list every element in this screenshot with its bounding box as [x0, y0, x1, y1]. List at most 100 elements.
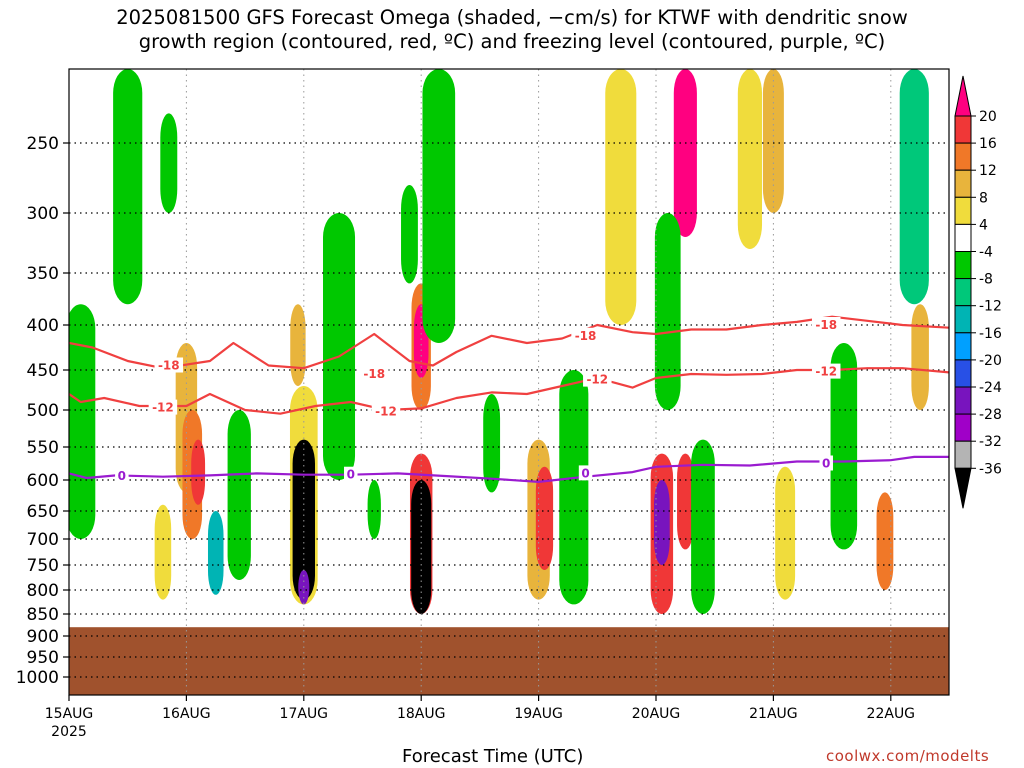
omega-region: [227, 410, 251, 580]
contour-label-bg: [115, 468, 129, 484]
y-axis-ticks: 2503003504004505005506006507007508008509…: [16, 134, 69, 688]
y-tick-label: 850: [27, 605, 59, 625]
y-tick-label: 550: [27, 438, 59, 458]
contour-label: -18: [815, 318, 837, 332]
y-tick-label: 450: [27, 361, 59, 381]
contour-label: 0: [822, 457, 830, 471]
omega-region: [290, 304, 306, 386]
terrain-block: [69, 627, 949, 695]
colorbar-segment: [954, 223, 972, 252]
omega-region: [292, 439, 315, 600]
omega-region: [69, 304, 96, 539]
terrain-layer: [69, 627, 949, 695]
omega-region: [535, 466, 554, 570]
omega-region: [654, 480, 670, 565]
y-tick-label: 250: [27, 134, 59, 154]
colorbar-label: 8: [979, 190, 988, 206]
x-tick-sublabel: 2025: [51, 724, 87, 740]
contour-labels: -18 -18 -18 -18 -12 -12 -12 -12 0 0 0 0: [115, 317, 841, 484]
y-tick-label: 900: [27, 627, 59, 647]
colorbar-label: 20: [979, 109, 997, 125]
y-tick-label: 650: [27, 502, 59, 522]
contour-label: -18: [363, 367, 385, 381]
omega-region: [191, 439, 206, 505]
omega-region: [654, 213, 681, 410]
x-axis-ticks: 15AUG 16AUG 17AUG 18AUG 19AUG 20AUG 21AUG 22AUG…: [45, 695, 915, 740]
chart-title-line2: growth region (contoured, red, ºC) and f…: [138, 30, 886, 53]
contour-label-bg: [583, 371, 612, 387]
omega-region: [160, 113, 178, 213]
colorbar-label: -36: [979, 461, 1002, 477]
plot-frame: [68, 68, 950, 696]
omega-region: [422, 69, 456, 343]
omega-region: [899, 69, 929, 305]
colorbar-label: -20: [979, 353, 1002, 369]
contour-label-bg: [571, 327, 600, 343]
x-tick-label: 21AUG: [749, 706, 798, 722]
colorbar-segment: [954, 413, 972, 442]
colorbar-segment: [954, 278, 972, 307]
y-tick-label: 1000: [16, 668, 59, 688]
colorbar-label: -12: [979, 299, 1002, 315]
x-tick-label: 18AUG: [397, 706, 446, 722]
contour-label-bg: [344, 466, 358, 482]
contour-line: [69, 367, 949, 415]
colorbar-segment: [954, 386, 972, 415]
colorbar-label: -8: [979, 272, 993, 288]
contour-label-bg: [371, 403, 401, 419]
omega-region: [323, 213, 356, 480]
y-tick-label: 700: [27, 530, 59, 550]
contour-line: [69, 315, 949, 370]
omega-region: [154, 504, 172, 600]
colorbar-segment: [954, 440, 972, 469]
y-tick-label: 500: [27, 401, 59, 421]
colorbar-label: -16: [979, 326, 1002, 342]
omega-shading-layer: [69, 69, 929, 614]
contour-label: 0: [118, 469, 126, 483]
contour-label: -12: [815, 365, 837, 379]
contour-label-bg: [819, 455, 833, 471]
contour-label: 0: [581, 466, 589, 480]
contour-label: -12: [375, 404, 397, 418]
colorbar-segment: [954, 196, 972, 225]
x-axis-label: Forecast Time (UTC): [402, 746, 584, 767]
contour-label-bg: [811, 317, 841, 332]
omega-region: [367, 480, 381, 539]
omega-region: [677, 453, 694, 550]
x-tick-label: 15AUG: [45, 706, 94, 722]
y-tick-label: 600: [27, 471, 59, 491]
chart-title-line1: 2025081500 GFS Forecast Omega (shaded, −…: [116, 6, 908, 29]
omega-region: [830, 343, 858, 550]
x-tick-label: 20AUG: [632, 706, 681, 722]
omega-region: [401, 185, 418, 284]
colorbar: 20 16 12 8 4 -4 -8 -12 -16 -20 -24 -28 -32 -36: [954, 75, 1002, 509]
omega-region: [605, 69, 637, 325]
x-tick-label: 19AUG: [514, 706, 563, 722]
colorbar-label: 12: [979, 163, 997, 179]
colorbar-segment: [954, 115, 972, 144]
omega-region: [691, 439, 715, 614]
colorbar-label: -4: [979, 245, 993, 261]
contour-label-bg: [811, 363, 841, 379]
colorbar-label: -28: [979, 407, 1002, 423]
credit-link[interactable]: coolwx.com/modelts: [826, 747, 990, 765]
omega-region: [559, 370, 589, 605]
omega-region: [673, 69, 697, 237]
colorbar-label: -24: [979, 380, 1002, 396]
omega-region: [911, 304, 929, 410]
y-tick-label: 750: [27, 556, 59, 576]
colorbar-segment: [954, 332, 972, 361]
colorbar-bottom-arrow: [954, 467, 972, 509]
omega-region: [737, 69, 763, 249]
plot-background: [69, 69, 949, 695]
colorbar-label: 16: [979, 136, 997, 152]
y-tick-label: 400: [27, 316, 59, 336]
colorbar-top-arrow: [954, 75, 972, 117]
omega-region: [207, 511, 224, 595]
y-tick-label: 800: [27, 581, 59, 601]
contour-label: 0: [347, 468, 355, 482]
colorbar-label: 4: [979, 217, 988, 233]
colorbar-segment: [954, 142, 972, 171]
contour-label-bg: [148, 399, 178, 415]
y-tick-label: 350: [27, 264, 59, 284]
